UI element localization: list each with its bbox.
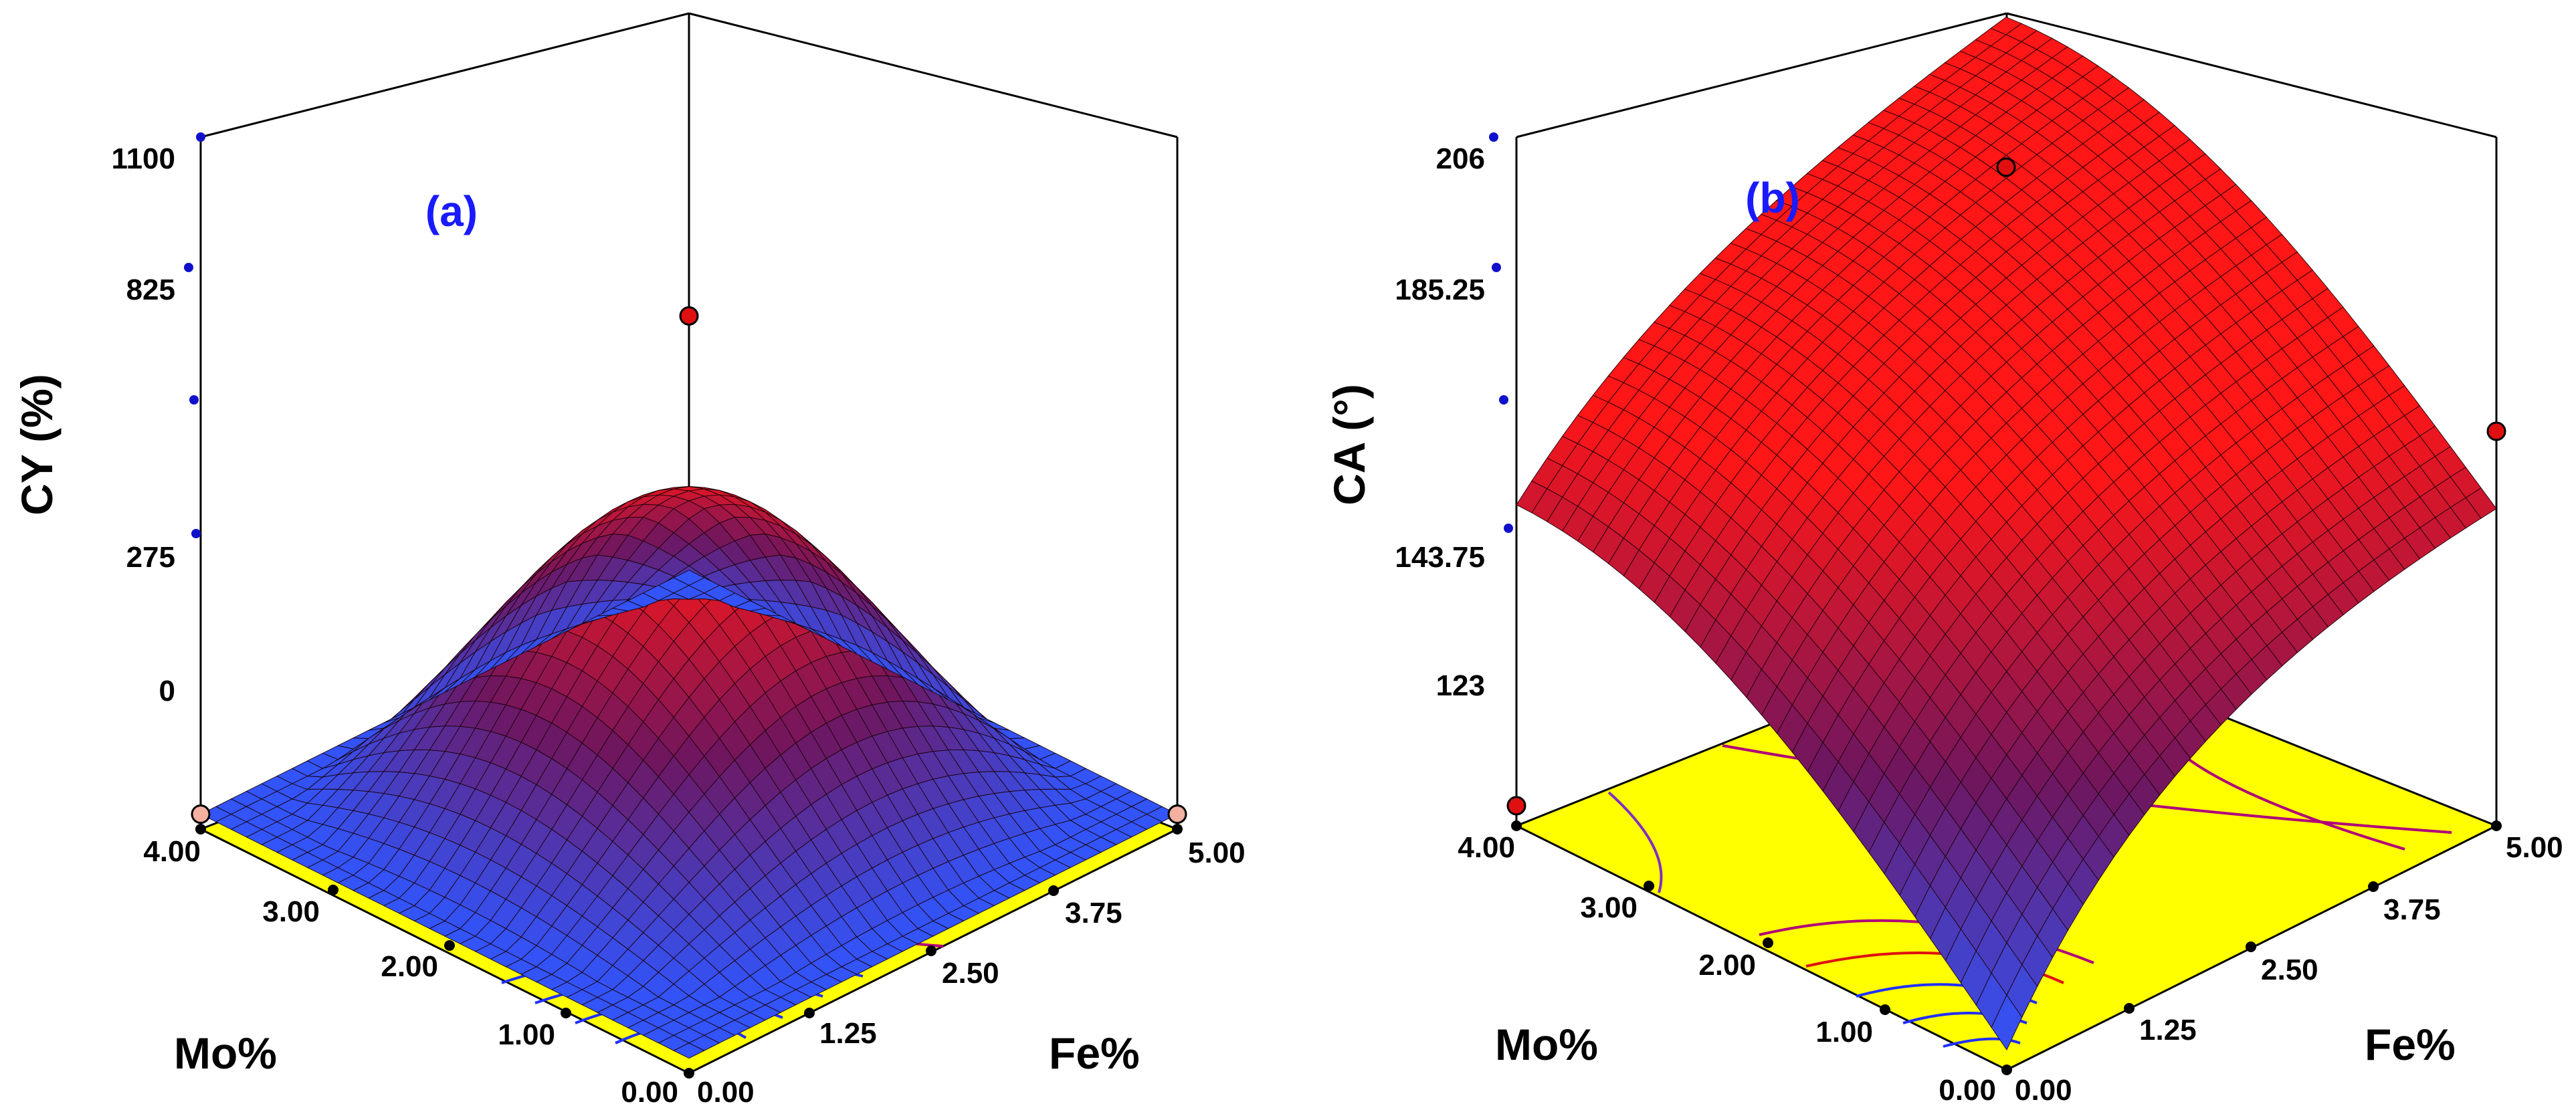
panel-a-mo-tick-label: 0.00 xyxy=(621,1076,678,1109)
panel-b-fe-axis-title: Fe% xyxy=(2365,1020,2456,1069)
panel-a-z-tick-label: 0 xyxy=(159,675,175,707)
design-point-marker xyxy=(1996,157,2016,177)
panel-b-mo-tick-label: 0.00 xyxy=(1939,1074,1996,1107)
panel-b-mo-tick-label: 3.00 xyxy=(1580,891,1638,924)
panel-a-z-tick-label: 275 xyxy=(126,541,175,574)
panel-a-fe-axis-title: Fe% xyxy=(1049,1028,1140,1078)
panel-a-label: (a) xyxy=(425,187,478,235)
panel-a-box-frame xyxy=(199,12,1179,829)
panel-b-z-tick-label: 123 xyxy=(1436,669,1485,702)
panel-b-z-axis-title: CA (°) xyxy=(1324,384,1374,506)
panel-b-fe-tick-label: 2.50 xyxy=(2261,954,2318,986)
panel-b-label: (b) xyxy=(1745,174,1800,222)
panel-b-mo-tick-label: 1.00 xyxy=(1815,1016,1873,1048)
panel-a-z-axis-title: CY (%) xyxy=(12,374,62,515)
panel-b-mo-tick-marks xyxy=(1511,820,2012,1075)
design-point-marker xyxy=(679,306,699,326)
panel-a-mo-tick-marks xyxy=(195,824,694,1079)
panel-b-z-tick-label: 206 xyxy=(1436,142,1485,175)
panel-b-z-tick-label: 185.25 xyxy=(1395,273,1485,306)
panel-b-fe-tick-label: 1.25 xyxy=(2139,1014,2197,1046)
panel-b-z-tick-marks xyxy=(1489,132,1513,533)
panel-b-fe-tick-label: 0.00 xyxy=(2015,1074,2072,1107)
panel-b-mo-axis: 4.00 3.00 2.00 1.00 0.00 Mo% xyxy=(1458,820,2012,1107)
design-point-marker xyxy=(2486,421,2506,441)
panel-a-fe-tick-label: 5.00 xyxy=(1188,836,1246,869)
panel-b-mo-axis-title: Mo% xyxy=(1495,1020,1598,1069)
panel-b: 206 185.25 143.75 123 CA (°) 4.00 3.00 2… xyxy=(1324,12,2563,1107)
panel-a-z-tick-label: 825 xyxy=(126,273,175,306)
panel-a-fe-axis: 0.00 1.25 2.50 3.75 5.00 Fe% xyxy=(697,824,1246,1109)
panel-a-z-axis: 1100 825 275 0 CY (%) xyxy=(12,132,205,707)
panel-b-z-tick-label: 143.75 xyxy=(1395,541,1485,574)
panel-a-z-tick-marks xyxy=(184,132,205,538)
surface-facet xyxy=(673,570,705,586)
panel-a-mo-axis: 4.00 3.00 2.00 1.00 0.00 Mo% xyxy=(143,824,694,1109)
panel-b-fe-tick-label: 3.75 xyxy=(2383,893,2441,926)
panel-a-response-surface xyxy=(199,486,1179,1059)
panel-a-fe-tick-marks xyxy=(804,824,1183,1018)
panel-b-fe-tick-marks xyxy=(2124,820,2502,1014)
panel-a: 1100 825 275 0 CY (%) 4.00 3.00 2.00 1.0… xyxy=(12,12,1246,1109)
panel-b-mo-tick-label: 2.00 xyxy=(1698,949,1756,982)
panel-a-fe-tick-label: 1.25 xyxy=(819,1017,877,1050)
design-point-marker xyxy=(1167,804,1187,824)
panel-a-mo-tick-label: 4.00 xyxy=(143,835,201,868)
design-point-marker xyxy=(1506,796,1526,816)
panel-b-fe-tick-label: 5.00 xyxy=(2506,831,2563,864)
surface-facet xyxy=(1990,17,2022,35)
panel-a-fe-tick-label: 3.75 xyxy=(1065,897,1122,929)
panel-a-mo-axis-title: Mo% xyxy=(174,1028,277,1078)
panel-b-fe-axis: 0.00 1.25 2.50 3.75 5.00 Fe% xyxy=(2015,820,2563,1107)
panel-b-design-points xyxy=(1506,157,2506,816)
panel-b-response-surface xyxy=(1516,17,2497,1050)
panel-a-design-points xyxy=(191,306,1187,824)
panel-a-mo-tick-label: 2.00 xyxy=(381,950,438,983)
panel-a-fe-tick-label: 0.00 xyxy=(697,1076,755,1109)
panel-a-z-tick-label: 1100 xyxy=(112,142,175,175)
panel-a-mo-tick-label: 3.00 xyxy=(262,895,320,928)
design-point-marker xyxy=(191,804,211,824)
panel-b-z-axis: 206 185.25 143.75 123 CA (°) xyxy=(1324,132,1513,702)
panel-a-fe-tick-label: 2.50 xyxy=(942,957,999,990)
panel-b-mo-tick-label: 4.00 xyxy=(1458,831,1515,864)
panel-a-mo-tick-label: 1.00 xyxy=(498,1018,555,1051)
